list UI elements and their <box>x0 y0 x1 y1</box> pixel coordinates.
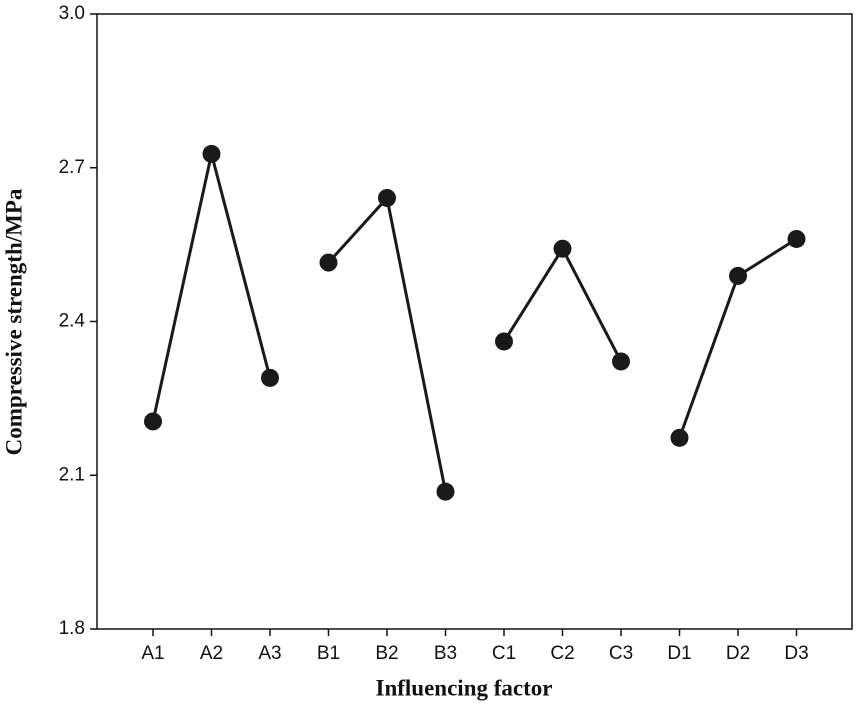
y-tick-label: 2.4 <box>59 311 86 332</box>
x-tick-label: D2 <box>726 643 750 664</box>
data-point <box>436 482 455 501</box>
x-tick-label: A3 <box>258 643 281 664</box>
data-point <box>553 239 572 258</box>
data-point <box>787 229 806 248</box>
x-tick-label: D1 <box>667 643 691 664</box>
data-point <box>144 412 162 431</box>
data-point <box>261 368 279 387</box>
series-line <box>151 153 272 422</box>
x-tick-label: B3 <box>434 643 457 664</box>
x-tick-label: A1 <box>141 643 164 664</box>
data-point <box>319 253 338 272</box>
x-tick-label: C1 <box>492 643 516 664</box>
plot-frame <box>96 13 853 630</box>
x-tick-label: D3 <box>784 643 808 664</box>
y-tick-label: 2.7 <box>59 157 85 178</box>
x-tick-label: B1 <box>317 643 340 664</box>
x-tick-label: B2 <box>375 643 398 664</box>
data-point <box>729 266 747 285</box>
x-tick-label: C3 <box>609 643 633 664</box>
series-line <box>327 194 447 492</box>
y-axis-title: Compressive strength/MPa <box>1 188 26 455</box>
data-point <box>495 332 513 351</box>
y-tick-label: 2.1 <box>59 464 85 485</box>
data-point <box>612 352 630 371</box>
series-line <box>502 245 623 363</box>
x-tick-label: A2 <box>200 643 223 664</box>
y-tick-label: 1.8 <box>59 618 85 639</box>
data-point <box>670 428 689 447</box>
y-tick-label: 3.0 <box>59 3 85 24</box>
x-tick-label: C2 <box>550 643 574 664</box>
data-point <box>378 188 396 207</box>
data-point <box>202 144 221 163</box>
x-axis-title: Influencing factor <box>376 675 553 700</box>
